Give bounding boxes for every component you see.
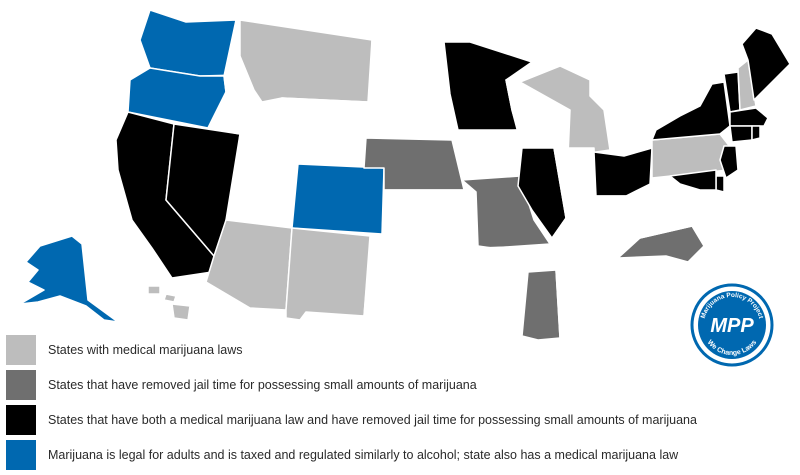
state-hawaii-1 (147, 285, 161, 295)
state-montana (239, 19, 373, 103)
state-kansas (381, 189, 479, 243)
state-georgia (589, 261, 653, 335)
legend: States with medical marijuana laws State… (6, 332, 766, 472)
legend-item-medical: States with medical marijuana laws (6, 332, 766, 367)
state-south-carolina (621, 255, 685, 301)
state-west-virginia (639, 175, 679, 217)
state-maine (741, 27, 791, 101)
state-new-york (651, 81, 731, 141)
state-ohio (593, 147, 653, 197)
state-michigan (519, 65, 611, 157)
state-alabama (555, 265, 601, 339)
logo-inner-disc (698, 291, 766, 359)
state-connecticut (729, 125, 753, 143)
mpp-logo: Marijuana Policy Project MPP We Change L… (690, 283, 774, 367)
logo-initials: MPP (710, 315, 754, 337)
state-south-dakota (369, 93, 457, 147)
state-delaware (715, 175, 725, 193)
state-kentucky (551, 195, 641, 247)
state-colorado (291, 163, 385, 235)
legend-item-legal: Marijuana is legal for adults and is tax… (6, 437, 766, 472)
legend-item-both: States that have both a medical marijuan… (6, 402, 766, 437)
states-layer (19, 9, 791, 447)
state-wyoming (275, 97, 369, 171)
state-new-mexico (285, 227, 371, 321)
state-north-dakota (369, 39, 451, 95)
state-florida (569, 329, 699, 433)
state-rhode-island (751, 125, 761, 141)
state-hawaii-3 (171, 303, 191, 321)
state-texas (305, 245, 491, 447)
legend-swatch-medical (6, 334, 36, 365)
legend-label-legal: Marijuana is legal for adults and is tax… (48, 447, 679, 462)
legend-item-decriminalized: States that have removed jail time for p… (6, 367, 766, 402)
state-iowa (455, 129, 531, 181)
state-hawaii-2 (163, 293, 177, 303)
legend-label-medical: States with medical marijuana laws (48, 342, 243, 357)
legend-swatch-legal (6, 439, 36, 470)
state-maryland (669, 169, 717, 191)
state-new-hampshire (737, 59, 757, 111)
state-washington (139, 9, 239, 77)
legend-swatch-decriminalized (6, 369, 36, 400)
state-massachusetts (729, 107, 769, 127)
legend-label-both: States that have both a medical marijuan… (48, 412, 697, 427)
state-new-jersey (719, 145, 739, 179)
legend-swatch-both (6, 404, 36, 435)
state-alaska (19, 235, 119, 323)
legend-label-decriminalized: States that have removed jail time for p… (48, 377, 477, 392)
state-mississippi (521, 269, 561, 341)
